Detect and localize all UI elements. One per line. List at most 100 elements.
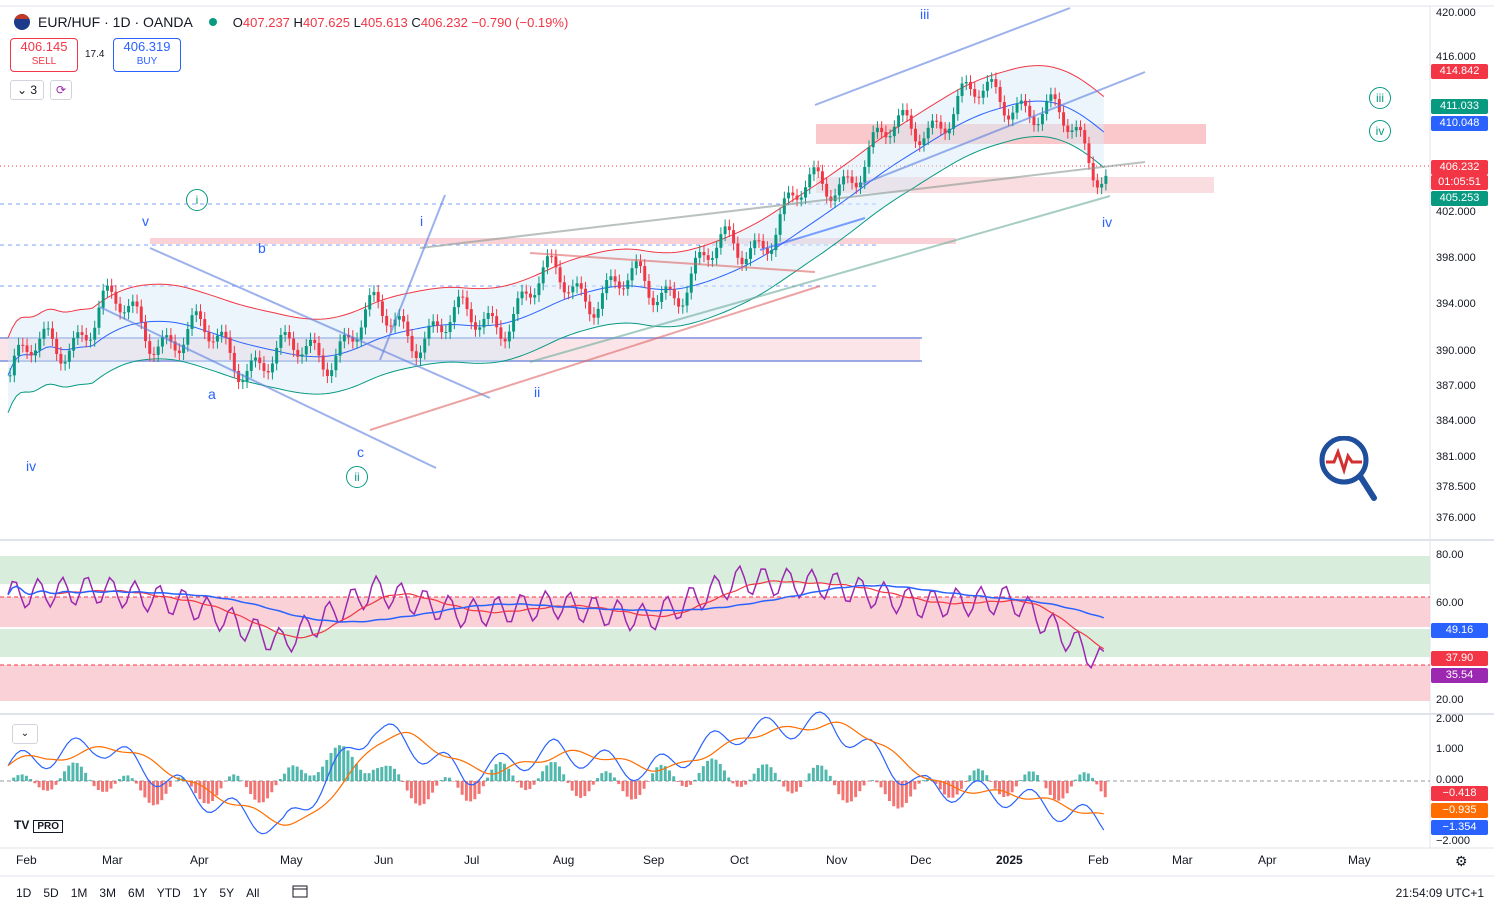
candle-body	[81, 332, 84, 335]
settings-gear-icon[interactable]: ⚙	[1455, 853, 1468, 870]
macd-histogram-bar	[97, 781, 100, 790]
spread-value: 17.4	[85, 49, 104, 60]
macd-layer	[0, 712, 1430, 834]
macd-histogram-bar	[1028, 771, 1031, 781]
macd-histogram-bar	[757, 768, 760, 781]
calendar-icon[interactable]	[292, 884, 308, 898]
rsi-tag: 49.16	[1431, 623, 1488, 638]
candle-body	[774, 235, 777, 250]
pane-collapse-button[interactable]: ⌄	[12, 724, 38, 744]
candle-body	[309, 340, 312, 346]
macd-histogram-bar	[528, 781, 531, 789]
candle-body	[432, 321, 435, 325]
candle-body	[741, 258, 744, 264]
candle-body	[423, 339, 426, 353]
macd-histogram-bar	[1002, 781, 1005, 797]
price-tag: 410.048	[1431, 116, 1488, 131]
macd-histogram-bar	[258, 781, 261, 803]
macd-histogram-bar	[139, 781, 142, 791]
macd-histogram-bar	[486, 778, 489, 781]
candle-body	[372, 292, 375, 295]
symbol-title[interactable]: EUR/HUF · 1D · OANDA	[38, 14, 193, 30]
macd-histogram-bar	[609, 773, 612, 781]
refresh-icon[interactable]: ⟳	[50, 80, 72, 100]
timeframe-ytd[interactable]: YTD	[157, 886, 181, 900]
macd-histogram-bar	[702, 766, 705, 781]
candle-body	[1079, 127, 1082, 130]
macd-histogram-bar	[558, 767, 561, 781]
macd-histogram-bar	[304, 773, 307, 781]
macd-histogram-bar	[617, 781, 620, 784]
timeframe-5y[interactable]: 5Y	[219, 886, 234, 900]
buy-button[interactable]: 406.319 BUY	[113, 38, 181, 72]
macd-histogram-bar	[778, 780, 781, 781]
macd-histogram-bar	[634, 781, 637, 799]
macd-histogram-bar	[355, 764, 358, 781]
candle-body	[812, 167, 815, 174]
rsi-axis-label: 80.00	[1436, 549, 1490, 561]
price-axis-label: 387.000	[1436, 380, 1490, 392]
timeframe-6m[interactable]: 6M	[128, 886, 145, 900]
candle-body	[563, 282, 566, 292]
candle-body	[990, 79, 993, 82]
timeframe-1d[interactable]: 1D	[16, 886, 31, 900]
macd-histogram-bar	[896, 781, 899, 809]
candle-body	[68, 351, 71, 362]
macd-histogram-bar	[846, 781, 849, 803]
macd-histogram-bar	[884, 781, 887, 794]
timeframe-1m[interactable]: 1M	[71, 886, 88, 900]
macd-histogram-bar	[613, 777, 616, 781]
price-axis-label: 420.000	[1436, 7, 1490, 19]
macd-histogram-bar	[816, 765, 819, 781]
macd-histogram-bar	[317, 772, 320, 781]
price-tag: 406.232	[1431, 160, 1488, 175]
price-axis-label: 416.000	[1436, 51, 1490, 63]
candle-body	[783, 198, 786, 214]
price-axis-label: 398.000	[1436, 252, 1490, 264]
macd-histogram-bar	[829, 776, 832, 781]
candle-body	[872, 132, 875, 147]
candle-body	[42, 329, 45, 339]
candle-body	[821, 171, 824, 184]
macd-histogram-bar	[490, 770, 493, 781]
ohlc-values: O407.237 H407.625 L405.613 C406.232 −0.7…	[233, 15, 569, 30]
time-axis-label: 2025	[996, 853, 1023, 867]
timeframe-all[interactable]: All	[246, 886, 259, 900]
candle-body	[707, 255, 710, 260]
macd-histogram-bar	[169, 781, 172, 787]
macd-histogram-bar	[621, 781, 624, 791]
wave-circle-label: iii	[1369, 87, 1391, 109]
candle-body	[808, 174, 811, 187]
candle-body	[207, 332, 210, 341]
macd-histogram-bar	[42, 781, 45, 790]
candle-body	[927, 128, 930, 139]
candle-body	[250, 361, 253, 371]
candle-body	[326, 370, 329, 376]
timeframe-5d[interactable]: 5D	[43, 886, 58, 900]
candle-body	[491, 313, 494, 316]
time-axis-label: Mar	[102, 853, 123, 867]
macd-histogram-bar	[909, 781, 912, 797]
sell-button[interactable]: 406.145 SELL	[10, 38, 78, 72]
macd-histogram-bar	[380, 767, 383, 781]
candle-body	[1104, 176, 1107, 184]
macd-histogram-bar	[342, 746, 345, 781]
candle-body	[284, 332, 287, 335]
price-tag: 01:05:51	[1431, 175, 1488, 190]
candle-body	[580, 283, 583, 288]
candle-body	[732, 230, 735, 243]
wave-circle-label: ii	[346, 466, 368, 488]
macd-histogram-bar	[427, 781, 430, 799]
macd-tag: −1.354	[1431, 820, 1488, 835]
macd-histogram-bar	[672, 776, 675, 781]
timeframe-3m[interactable]: 3M	[99, 886, 116, 900]
candle-body	[753, 240, 756, 248]
indicators-toggle[interactable]: ⌄ 3	[10, 80, 44, 100]
macd-histogram-bar	[596, 778, 599, 781]
candle-body	[1028, 106, 1031, 117]
timeframe-1y[interactable]: 1Y	[193, 886, 208, 900]
macd-histogram-bar	[571, 781, 574, 791]
price-axis-label: 402.000	[1436, 206, 1490, 218]
macd-histogram-bar	[710, 759, 713, 781]
